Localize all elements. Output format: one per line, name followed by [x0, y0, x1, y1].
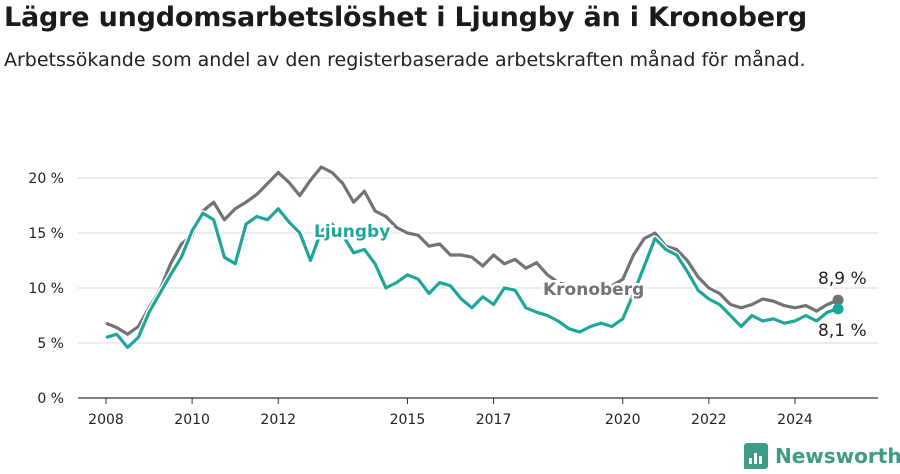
- y-tick-label: 0 %: [37, 391, 64, 407]
- x-tick-label: 2008: [88, 412, 124, 428]
- y-tick-label: 5 %: [37, 336, 64, 352]
- end-value-kronoberg: 8,9 %: [818, 269, 867, 289]
- series-label-kronoberg: Kronoberg: [543, 280, 644, 300]
- y-tick-label: 10 %: [28, 281, 64, 297]
- y-tick-label: 15 %: [28, 226, 64, 242]
- newsworthy-logo: Newsworthy: [744, 442, 900, 470]
- series-line-ljungby: [105, 207, 839, 349]
- x-tick-label: 2017: [476, 412, 512, 428]
- chart-subtitle: Arbetssökande som andel av den registerb…: [4, 49, 806, 71]
- x-tick-label: 2012: [260, 412, 296, 428]
- x-tick-label: 2024: [777, 412, 813, 428]
- series-line-kronoberg: [105, 165, 839, 336]
- series-group: [104, 164, 844, 351]
- series-labels: Ljungby Kronoberg 8,9 % 8,1 %: [312, 220, 870, 344]
- brand-name: Newsworthy: [775, 444, 900, 468]
- y-tick-label: 20 %: [28, 171, 64, 187]
- x-tick-label: 2010: [174, 412, 210, 428]
- series-label-ljungby: Ljungby: [314, 222, 390, 242]
- bar-chart-icon: [744, 443, 768, 469]
- gridlines: [78, 177, 878, 399]
- chart-title: Lägre ungdomsarbetslöshet i Ljungby än i…: [4, 2, 808, 33]
- x-tick-label: 2022: [691, 412, 727, 428]
- x-tick-label: 2020: [605, 412, 641, 428]
- x-tick-label: 2015: [390, 412, 426, 428]
- end-value-ljungby: 8,1 %: [818, 321, 867, 341]
- y-axis: 0 % 5 % 10 % 15 % 20 %: [28, 171, 64, 407]
- series-end-point-ljungby: [832, 303, 844, 315]
- series-end-point-kronoberg: [832, 294, 844, 306]
- x-axis: 2008 2010 2012 2015 2017 2020 2022 2024: [88, 398, 813, 428]
